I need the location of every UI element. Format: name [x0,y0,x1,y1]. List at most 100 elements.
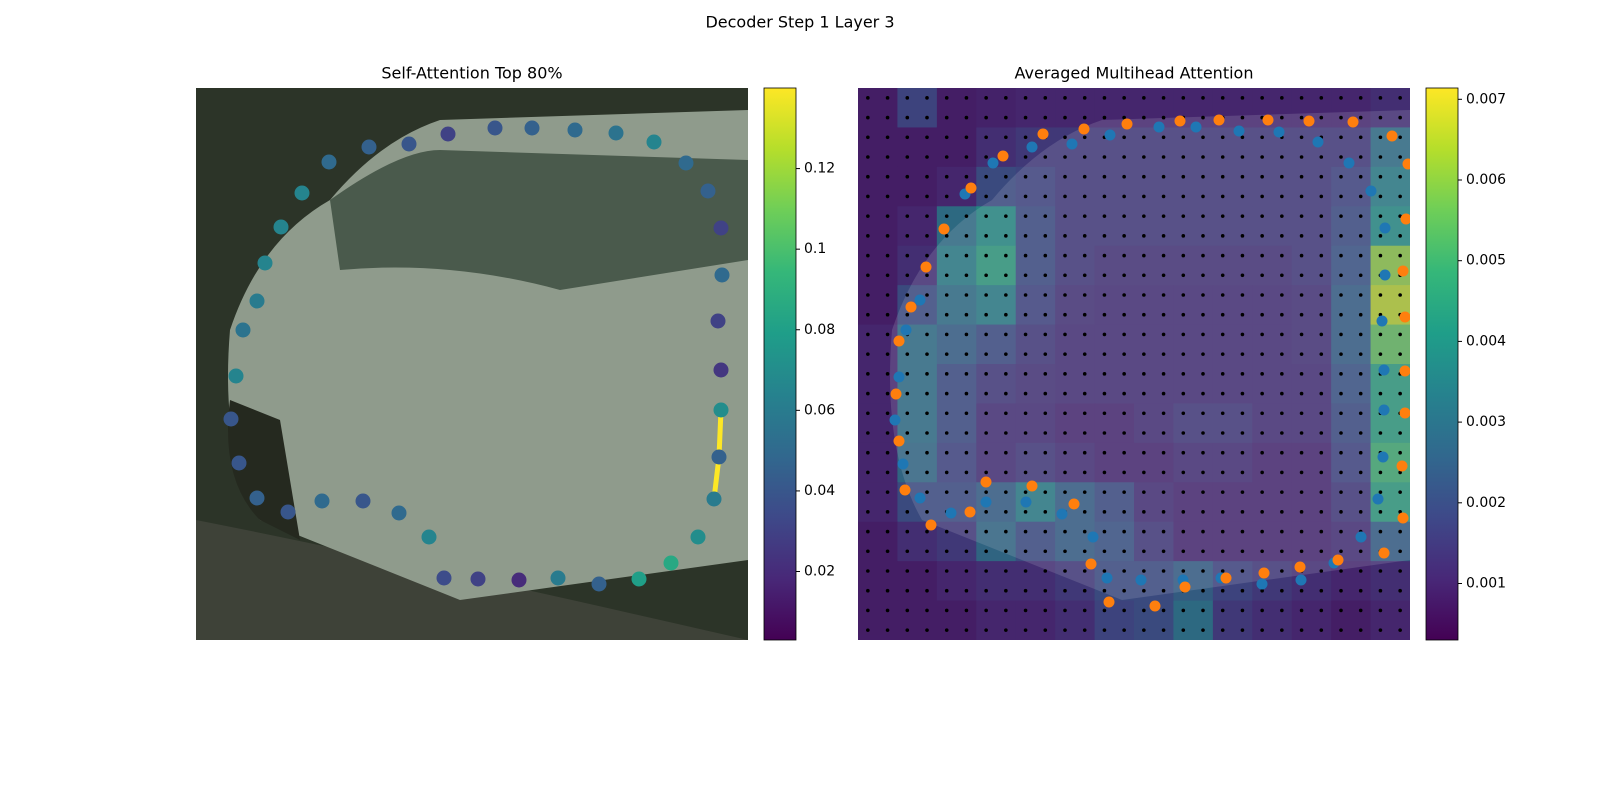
polygon-point [897,458,909,470]
polygon-point [1372,493,1384,505]
grid-dot [1142,372,1146,376]
grid-dot [984,174,988,179]
grid-dot [964,628,969,632]
grid-dot [1102,234,1107,238]
grid-dot [1161,273,1166,278]
grid-dot [905,135,910,140]
grid-dot [1339,549,1343,554]
heatmap-cell [1134,206,1174,247]
grid-dot [1043,608,1048,613]
heatmap-cell [1252,206,1293,247]
grid-dot [1240,332,1245,337]
grid-dot [1319,470,1324,475]
grid-dot [885,273,890,278]
heatmap-cell [976,166,1017,207]
grid-dot [1339,194,1343,199]
grid-dot [1161,372,1166,376]
grid-dot [944,155,949,159]
grid-dot [1082,372,1087,376]
grid-dot [1181,312,1186,317]
grid-dot [1122,450,1126,455]
grid-dot [984,628,988,632]
grid-dot [984,352,988,356]
polygon-point [1355,531,1367,543]
grid-dot [1161,96,1166,100]
grid-dot [1339,234,1343,238]
grid-dot [1299,194,1304,199]
grid-dot [1122,608,1126,613]
grid-dot [1023,608,1028,613]
colorbar-tick-label: 0.003 [1466,414,1506,430]
attention-point [273,219,289,235]
grid-dot [1398,391,1402,396]
grid-dot [984,470,988,475]
grid-dot [1398,96,1402,100]
grid-dot [1378,608,1383,613]
grid-dot [1063,293,1067,297]
grid-dot [1398,588,1402,593]
heatmap-cell [976,403,1017,444]
grid-dot [1240,293,1245,297]
grid-dot [1378,470,1383,475]
heatmap-cell [1173,245,1214,286]
grid-dot [1299,372,1304,376]
grid-dot [984,135,988,140]
heatmap-cell [1331,561,1372,602]
grid-dot [885,332,890,337]
grid-dot [964,352,969,356]
grid-dot [1063,332,1067,337]
grid-dot [1319,194,1324,199]
grid-dot [1082,450,1087,455]
grid-dot [1102,372,1107,376]
grid-dot [1319,115,1324,120]
polygon-point [987,157,999,169]
grid-dot [1339,588,1343,593]
polygon-point [1026,141,1038,153]
grid-dot [1082,293,1087,297]
grid-dot [1280,529,1284,534]
grid-dot [964,214,969,218]
attention-point [591,576,607,592]
grid-dot [984,549,988,554]
grid-dot [1260,352,1264,356]
grid-dot [1280,470,1284,475]
grid-dot [925,450,929,455]
heatmap-cell [1331,403,1372,444]
grid-dot [1201,253,1205,258]
grid-dot [1319,96,1324,100]
grid-dot [1142,510,1146,514]
grid-dot [1023,529,1028,534]
grid-dot [905,391,910,396]
colorbar-tick-label: 0.005 [1466,253,1506,269]
grid-dot [1240,174,1245,179]
grid-dot [1004,569,1008,573]
grid-dot [1181,490,1186,494]
grid-dot [1181,529,1186,534]
grid-dot [905,253,910,258]
grid-dot [925,569,929,573]
heatmap-cell [1015,442,1056,483]
heatmap-cell [976,364,1017,404]
grid-dot [1358,273,1363,278]
grid-dot [1378,115,1383,120]
grid-dot [1102,115,1107,120]
attention-point [706,491,722,507]
polygon-point [889,414,901,426]
grid-dot [1280,450,1284,455]
polygon-point [1078,123,1090,135]
polygon-point [1312,136,1324,148]
heatmap-cell [1212,521,1253,562]
colorbar-tick-label: 0.002 [1466,495,1506,511]
grid-dot [905,214,910,218]
heatmap-cell [1212,442,1253,483]
grid-dot [1004,431,1008,435]
grid-dot [1201,174,1205,179]
grid-dot [1201,450,1205,455]
grid-dot [866,510,870,514]
grid-dot [1023,352,1028,356]
attention-point [713,362,729,378]
grid-dot [885,470,890,475]
heatmap-cell [858,521,898,562]
grid-dot [1398,194,1402,199]
